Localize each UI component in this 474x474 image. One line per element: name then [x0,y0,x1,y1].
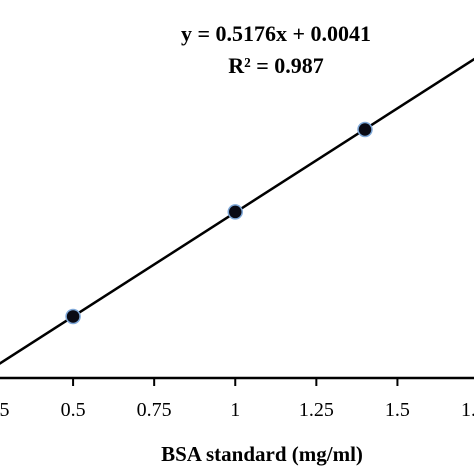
x-tick-label: 0.5 [61,399,86,421]
x-tick-label: 0.75 [137,399,172,421]
equation-annotation: y = 0.5176x + 0.0041 [181,21,371,46]
x-tick-label: 0.25 [0,399,10,421]
plot-area: 0.25 0.5 0.75 1 1.25 1.5 1.75 [0,57,474,421]
x-tick-label: 1.25 [299,399,334,421]
data-point [227,204,244,220]
data-point [65,308,81,325]
x-tick-label: 1 [230,399,240,421]
data-point [357,121,373,138]
x-axis-title: BSA standard (mg/ml) [161,442,363,466]
r-squared-annotation: R² = 0.987 [228,53,324,78]
x-tick-label: 1.75 [461,399,474,421]
x-tick-label: 1.5 [385,399,410,421]
